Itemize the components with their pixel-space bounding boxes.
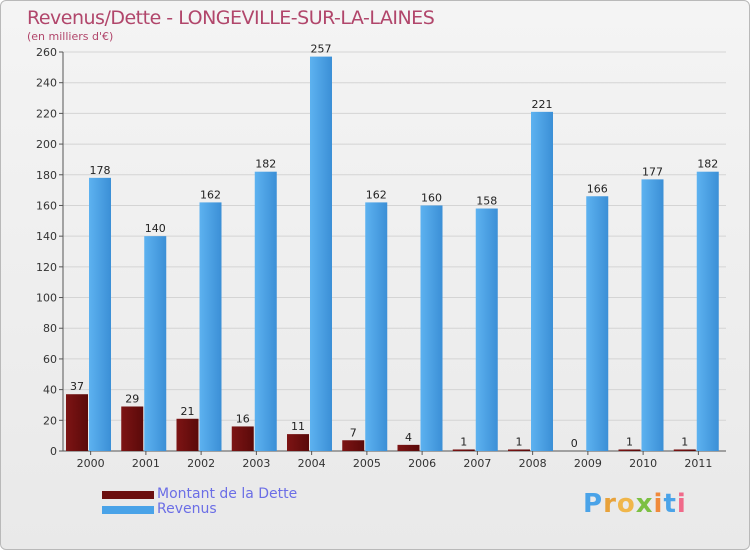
chart-title: Revenus/Dette - LONGEVILLE-SUR-LA-LAINES <box>27 7 435 29</box>
logo-letter: i <box>676 489 687 519</box>
proxiti-logo: Proxiti <box>583 489 687 519</box>
value-label-revenus: 140 <box>145 222 166 235</box>
bar-dette <box>397 444 420 451</box>
chart-subtitle: (en milliers d'€) <box>27 30 114 43</box>
value-label-dette: 16 <box>236 412 250 425</box>
logo-letter: P <box>583 489 604 519</box>
bar-dette <box>176 418 199 451</box>
value-label-revenus: 178 <box>90 164 111 177</box>
value-label-revenus: 162 <box>366 188 387 201</box>
x-tick-label: 2007 <box>463 457 491 470</box>
bar-revenus <box>531 111 553 451</box>
logo-letter: i <box>653 489 664 519</box>
value-label-revenus: 221 <box>532 98 553 111</box>
value-label-dette: 1 <box>626 435 633 448</box>
value-label-dette: 11 <box>291 420 305 433</box>
x-tick-label: 2001 <box>132 457 160 470</box>
value-label-dette: 37 <box>70 380 84 393</box>
value-label-revenus: 177 <box>642 165 663 178</box>
bar-revenus <box>475 208 498 451</box>
bar-revenus <box>696 171 719 451</box>
logo-letter: r <box>603 489 617 519</box>
value-label-revenus: 182 <box>697 158 718 171</box>
bar-revenus <box>254 171 277 451</box>
value-label-dette: 21 <box>181 405 195 418</box>
y-tick-label: 240 <box>36 77 57 90</box>
bar-revenus <box>199 202 222 451</box>
value-label-dette: 1 <box>460 435 467 448</box>
y-tick-label: 200 <box>36 138 57 151</box>
y-tick-label: 160 <box>36 199 57 212</box>
bar-dette <box>287 434 309 451</box>
bar-revenus <box>310 56 332 451</box>
y-tick-label: 120 <box>36 261 57 274</box>
bar-revenus <box>144 236 167 451</box>
x-tick-label: 2008 <box>519 457 547 470</box>
legend-label-dette: Montant de la Dette <box>157 486 298 502</box>
x-tick-label: 2002 <box>187 457 215 470</box>
bar-dette <box>121 406 144 451</box>
x-tick-label: 2003 <box>242 457 270 470</box>
y-tick-label: 20 <box>43 414 57 427</box>
bar-dette <box>508 449 530 451</box>
value-label-revenus: 257 <box>311 43 332 56</box>
x-tick-label: 2009 <box>574 457 602 470</box>
x-tick-label: 2000 <box>77 457 105 470</box>
y-tick-label: 100 <box>36 292 57 305</box>
bar-dette <box>231 426 254 451</box>
x-tick-label: 2005 <box>353 457 381 470</box>
y-tick-label: 40 <box>43 384 57 397</box>
bar-revenus <box>420 205 443 451</box>
y-tick-label: 220 <box>36 107 57 120</box>
value-label-revenus: 160 <box>421 191 442 204</box>
y-tick-label: 60 <box>43 353 57 366</box>
x-tick-label: 2010 <box>629 457 657 470</box>
value-label-revenus: 158 <box>476 195 497 208</box>
value-label-dette: 1 <box>516 435 523 448</box>
value-label-dette: 1 <box>681 435 688 448</box>
bar-revenus <box>89 177 111 452</box>
logo-letter: x <box>635 489 654 519</box>
bar-dette <box>452 449 475 451</box>
bar-dette <box>673 449 696 451</box>
y-tick-label: 80 <box>43 322 57 335</box>
legend-swatch-dette <box>102 491 154 499</box>
value-label-revenus: 182 <box>255 158 276 171</box>
legend-label-revenus: Revenus <box>157 501 217 517</box>
logo-letter: t <box>663 489 677 519</box>
x-tick-label: 2011 <box>684 457 712 470</box>
value-label-dette: 0 <box>571 437 578 450</box>
x-tick-label: 2006 <box>408 457 436 470</box>
legend-swatch-revenus <box>102 506 154 514</box>
bar-revenus <box>365 202 388 451</box>
y-tick-label: 0 <box>50 445 57 458</box>
y-tick-label: 140 <box>36 230 57 243</box>
value-label-revenus: 162 <box>200 188 221 201</box>
bar-dette <box>342 440 365 451</box>
bar-dette <box>66 394 88 451</box>
value-label-revenus: 166 <box>587 182 608 195</box>
value-label-dette: 7 <box>350 426 357 439</box>
logo-letter: o <box>616 489 636 519</box>
bar-revenus <box>641 179 664 451</box>
y-tick-label: 180 <box>36 169 57 182</box>
y-tick-label: 260 <box>36 46 57 59</box>
x-tick-label: 2004 <box>298 457 326 470</box>
bar-revenus <box>586 196 609 451</box>
value-label-dette: 29 <box>125 392 139 405</box>
value-label-dette: 4 <box>405 431 412 444</box>
bar-dette <box>618 449 641 451</box>
